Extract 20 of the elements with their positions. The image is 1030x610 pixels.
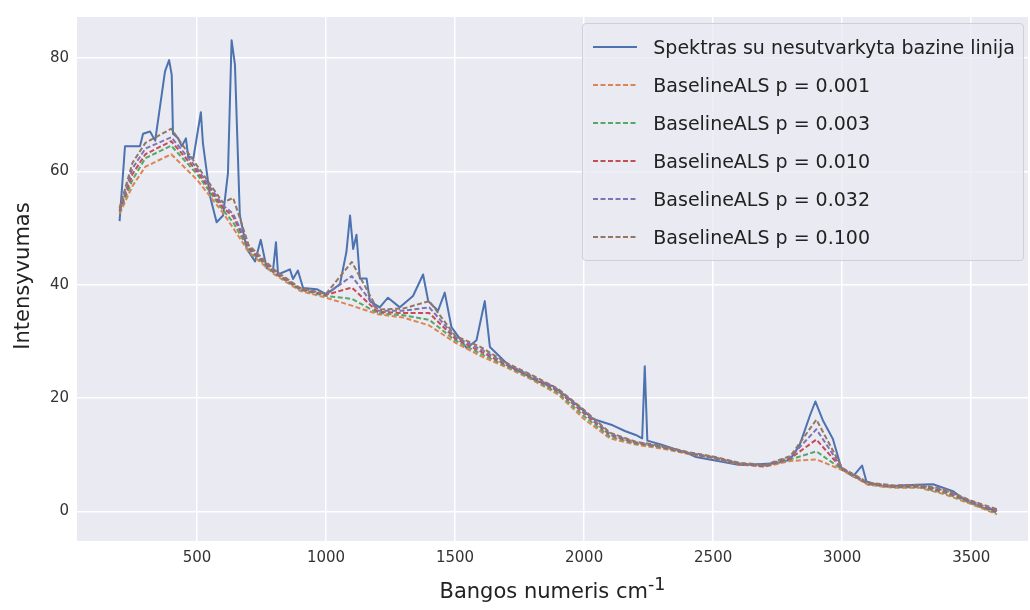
legend-label: BaselineALS p = 0.032: [653, 188, 871, 210]
legend-label: BaselineALS p = 0.100: [653, 226, 871, 248]
x-tick-label: 3500: [952, 547, 991, 566]
x-tick-label: 500: [182, 547, 212, 566]
legend-label: BaselineALS p = 0.001: [653, 74, 871, 96]
y-tick-label: 40: [49, 274, 69, 293]
y-tick-label: 60: [49, 161, 69, 180]
x-tick-label: 1000: [306, 547, 346, 566]
y-tick-label: 80: [49, 47, 69, 66]
legend-label: BaselineALS p = 0.010: [653, 150, 871, 172]
y-tick-label: 0: [59, 501, 69, 520]
x-tick-label: 2000: [565, 547, 604, 566]
legend-label: Spektras su nesutvarkyta bazine linija: [653, 36, 1015, 58]
y-tick-label: 20: [49, 387, 69, 406]
x-tick-label: 2500: [694, 547, 733, 566]
y-axis-title: Intensyvumas: [10, 202, 34, 350]
x-axis-title: Bangos numeris cm$^{-1}$: [438, 574, 667, 603]
x-tick-label: 3000: [823, 547, 862, 566]
legend-label: BaselineALS p = 0.003: [653, 112, 871, 134]
x-tick-label: 1500: [435, 547, 475, 566]
